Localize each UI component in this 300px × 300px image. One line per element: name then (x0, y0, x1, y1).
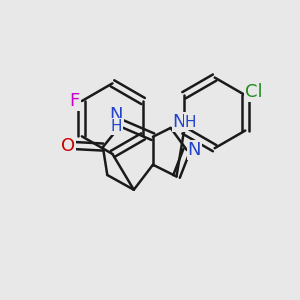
Text: Cl: Cl (245, 83, 263, 101)
Text: H: H (185, 115, 197, 130)
Text: N: N (173, 113, 186, 131)
Text: N: N (188, 141, 201, 159)
Text: N: N (110, 106, 123, 124)
Text: F: F (69, 92, 80, 110)
Text: H: H (110, 119, 122, 134)
Text: O: O (61, 136, 76, 154)
